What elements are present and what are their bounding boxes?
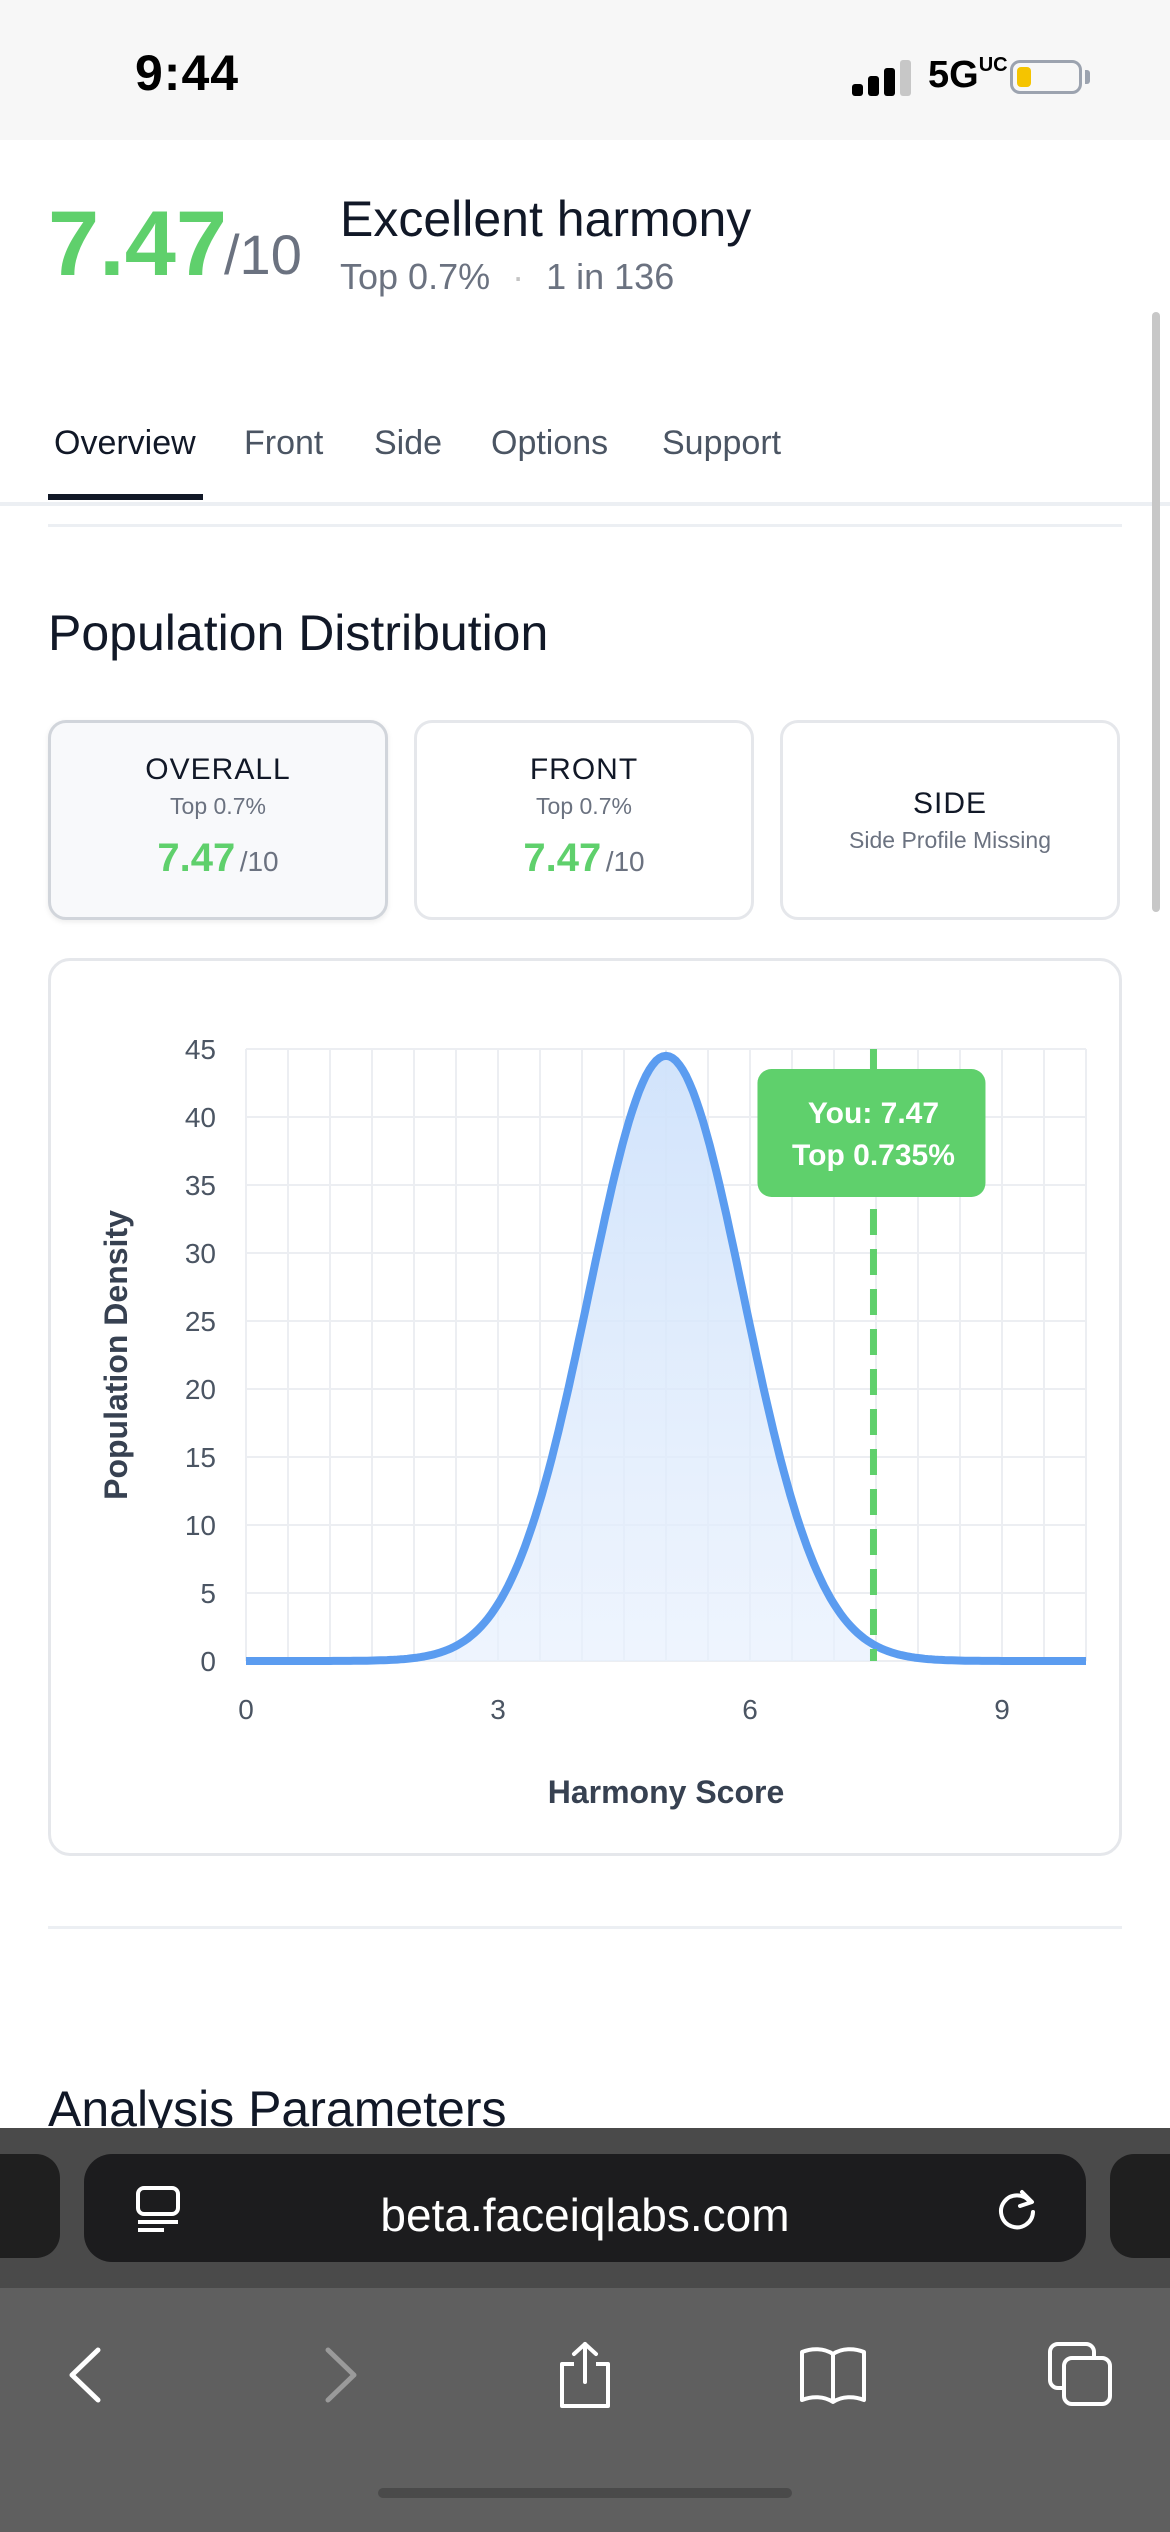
population-section-title: Population Distribution — [48, 605, 549, 661]
address-bar[interactable]: beta.faceiqlabs.com — [84, 2154, 1086, 2262]
user-score-label: You: 7.47 — [808, 1097, 939, 1130]
y-axis-label: Population Density — [98, 1210, 134, 1500]
previous-tab-preview[interactable] — [0, 2154, 60, 2258]
distribution-chart-svg: 0 5 10 15 20 25 30 35 40 45 0 3 6 9 Harmony Score Popul… — [98, 1034, 1087, 1810]
y-tick-label: 30 — [185, 1238, 216, 1269]
signal-icon — [852, 60, 916, 96]
front-card[interactable]: FRONT Top 0.7% 7.47 /10 — [414, 720, 754, 920]
tab-side[interactable]: Side — [374, 424, 443, 462]
network-label: 5GUC — [928, 54, 1008, 96]
home-indicator — [378, 2488, 792, 2498]
tab-overview[interactable]: Overview — [54, 424, 196, 462]
active-tab-indicator — [48, 494, 203, 500]
x-axis-label: Harmony Score — [548, 1774, 785, 1810]
tab-bar: Overview Front Side Options Support — [0, 400, 1170, 506]
share-icon[interactable] — [550, 2340, 620, 2410]
harmony-subline: Top 0.7% · 1 in 136 — [340, 256, 675, 297]
user-score-label-box — [757, 1069, 986, 1197]
card-subtitle: Top 0.7% — [170, 793, 266, 819]
y-tick-label: 10 — [185, 1510, 216, 1541]
tab-front[interactable]: Front — [244, 424, 324, 462]
y-tick-label: 5 — [200, 1578, 216, 1609]
url-text: beta.faceiqlabs.com — [380, 2189, 790, 2241]
tabs-icon[interactable] — [1046, 2340, 1116, 2410]
browser-chrome: beta.faceiqlabs.com — [0, 2128, 1170, 2532]
rarity-text: 1 in 136 — [546, 256, 675, 297]
reload-icon[interactable] — [992, 2184, 1042, 2234]
page-scrollbar[interactable] — [1152, 312, 1160, 912]
battery-icon — [1010, 60, 1082, 94]
y-tick-label: 45 — [185, 1034, 216, 1065]
analysis-section-title: Analysis Parameters — [48, 2081, 507, 2137]
x-tick-label: 3 — [490, 1694, 506, 1725]
distribution-curve — [245, 1051, 1087, 1665]
tab-support[interactable]: Support — [662, 424, 782, 462]
percentile-text: Top 0.7% — [340, 256, 491, 297]
y-tick-label: 20 — [185, 1374, 216, 1405]
x-tick-label: 0 — [238, 1694, 254, 1725]
side-card[interactable]: SIDE Side Profile Missing — [780, 720, 1120, 920]
back-icon[interactable] — [52, 2340, 122, 2410]
y-tick-label: 25 — [185, 1306, 216, 1337]
y-tick-label: 40 — [185, 1102, 216, 1133]
section-divider — [48, 1926, 1122, 1929]
score-denominator: /10 — [224, 223, 302, 286]
browser-toolbar — [0, 2288, 1170, 2532]
y-tick-label: 15 — [185, 1442, 216, 1473]
card-title: OVERALL — [145, 753, 291, 786]
tab-options[interactable]: Options — [491, 424, 609, 462]
overall-card[interactable]: OVERALL Top 0.7% 7.47 /10 — [48, 720, 388, 920]
x-tick-label: 9 — [994, 1694, 1010, 1725]
user-percentile-label: Top 0.735% — [792, 1139, 955, 1172]
card-score: 7.47 /10 — [523, 836, 645, 880]
distribution-chart: 0 5 10 15 20 25 30 35 40 45 0 3 6 9 Harmony Score Popul… — [48, 958, 1122, 1856]
status-bar: 9:44 5GUC — [0, 0, 1170, 140]
forward-icon[interactable] — [304, 2340, 374, 2410]
battery-tip — [1085, 70, 1090, 84]
card-title: SIDE — [912, 787, 988, 820]
card-title: FRONT — [529, 753, 639, 786]
card-score: 7.47 /10 — [157, 836, 279, 880]
bookmarks-icon[interactable] — [798, 2340, 868, 2410]
card-subtitle: Top 0.7% — [536, 793, 632, 819]
score-value: 7.47 — [48, 193, 228, 295]
y-tick-label: 0 — [200, 1646, 216, 1677]
next-tab-preview[interactable] — [1110, 2154, 1170, 2258]
card-subtitle: Side Profile Missing — [849, 827, 1051, 853]
y-tick-label: 35 — [185, 1170, 216, 1201]
page-menu-icon[interactable] — [134, 2184, 182, 2234]
x-tick-label: 6 — [742, 1694, 758, 1725]
section-divider — [48, 524, 1122, 527]
status-time: 9:44 — [135, 45, 240, 101]
curve-fill-area — [246, 1055, 874, 1661]
harmony-headline: Excellent harmony — [340, 191, 752, 247]
